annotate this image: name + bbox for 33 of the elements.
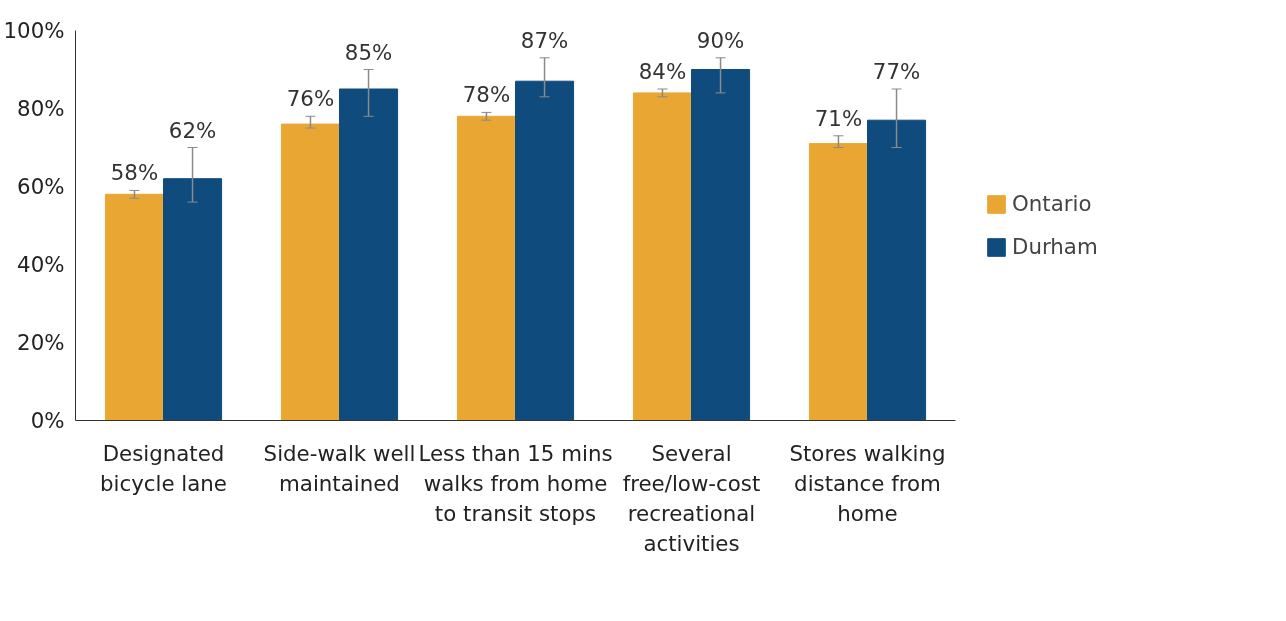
data-label: 87% [520, 27, 569, 53]
data-label: 90% [696, 27, 745, 53]
legend-label: Durham [1012, 234, 1098, 259]
bar [104, 193, 164, 421]
bar [339, 88, 399, 421]
data-label: 78% [462, 82, 511, 108]
bar [456, 115, 516, 421]
legend-label: Ontario [1012, 191, 1092, 216]
data-label: 62% [168, 117, 217, 143]
y-tick-label: 100% [3, 18, 65, 43]
y-tick-label: 60% [17, 174, 65, 199]
bar [691, 69, 751, 421]
data-label: 77% [872, 59, 921, 84]
bar [515, 80, 575, 421]
y-tick-label: 40% [17, 252, 65, 277]
bar [632, 92, 692, 421]
data-label: 71% [814, 105, 863, 131]
bar [163, 178, 223, 421]
data-label: 85% [344, 39, 393, 65]
x-tick-label: Several free/low-cost recreational activities [622, 440, 761, 556]
y-tick-label: 0% [30, 408, 65, 433]
x-tick-label: Designated bicycle lane [100, 440, 228, 496]
x-tick-label: Stores walking distance from home [789, 440, 946, 526]
data-label: 58% [110, 160, 159, 186]
bar [808, 143, 868, 421]
y-tick-label: 20% [17, 330, 65, 355]
x-tick-label: Less than 15 mins walks from home to transit stops [418, 440, 613, 526]
bar [867, 119, 927, 421]
data-label: 76% [286, 86, 335, 112]
bar [280, 123, 340, 421]
y-tick-label: 80% [17, 96, 65, 121]
data-label: 84% [638, 59, 687, 84]
x-tick-label: Side-walk well maintained [263, 440, 416, 496]
